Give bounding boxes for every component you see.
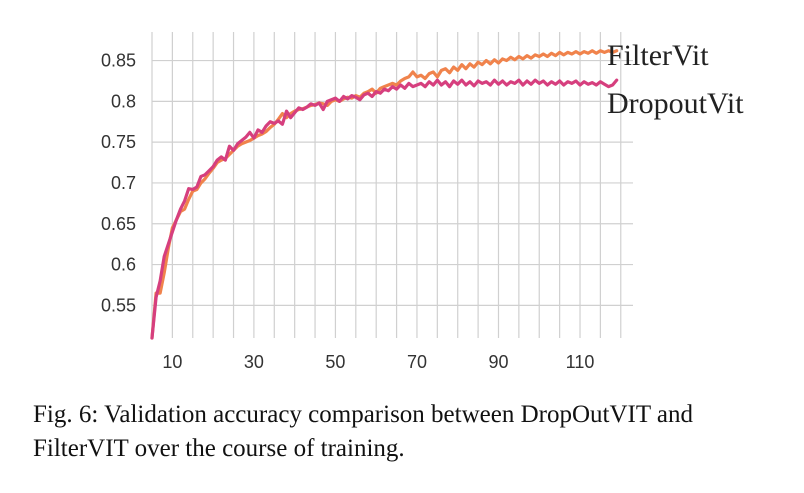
axes: 0.55 0.6 0.65 0.7 0.75 0.8 0.85 10 30 50 70 90 110 — [101, 51, 594, 372]
legend-label-dropoutvit: DropoutVit — [607, 87, 744, 120]
series-line-filtervit — [150, 49, 619, 340]
y-tick-label: 0.65 — [101, 214, 136, 234]
legend: FilterVit DropoutVit — [607, 39, 744, 120]
x-tick-label: 70 — [407, 352, 427, 372]
x-tick-label: 50 — [325, 352, 345, 372]
legend-label-filtervit: FilterVit — [607, 39, 709, 72]
y-tick-label: 0.8 — [111, 91, 136, 111]
y-tick-label: 0.75 — [101, 132, 136, 152]
y-tick-label: 0.6 — [111, 255, 136, 275]
figure-caption: Fig. 6: Validation accuracy comparison b… — [33, 401, 694, 462]
series-lines — [150, 49, 619, 340]
x-tick-label: 30 — [244, 352, 264, 372]
y-tick-label: 0.55 — [101, 295, 136, 315]
x-tick-label: 110 — [566, 352, 595, 372]
series-line-dropoutvit — [150, 78, 619, 340]
grid — [151, 32, 633, 338]
line-chart: 0.55 0.6 0.65 0.7 0.75 0.8 0.85 10 30 50 70 90 110 F… — [101, 32, 744, 372]
y-tick-label: 0.85 — [101, 51, 136, 71]
x-tick-label: 10 — [162, 352, 182, 372]
x-tick-label: 90 — [488, 352, 508, 372]
y-tick-label: 0.7 — [111, 173, 136, 193]
